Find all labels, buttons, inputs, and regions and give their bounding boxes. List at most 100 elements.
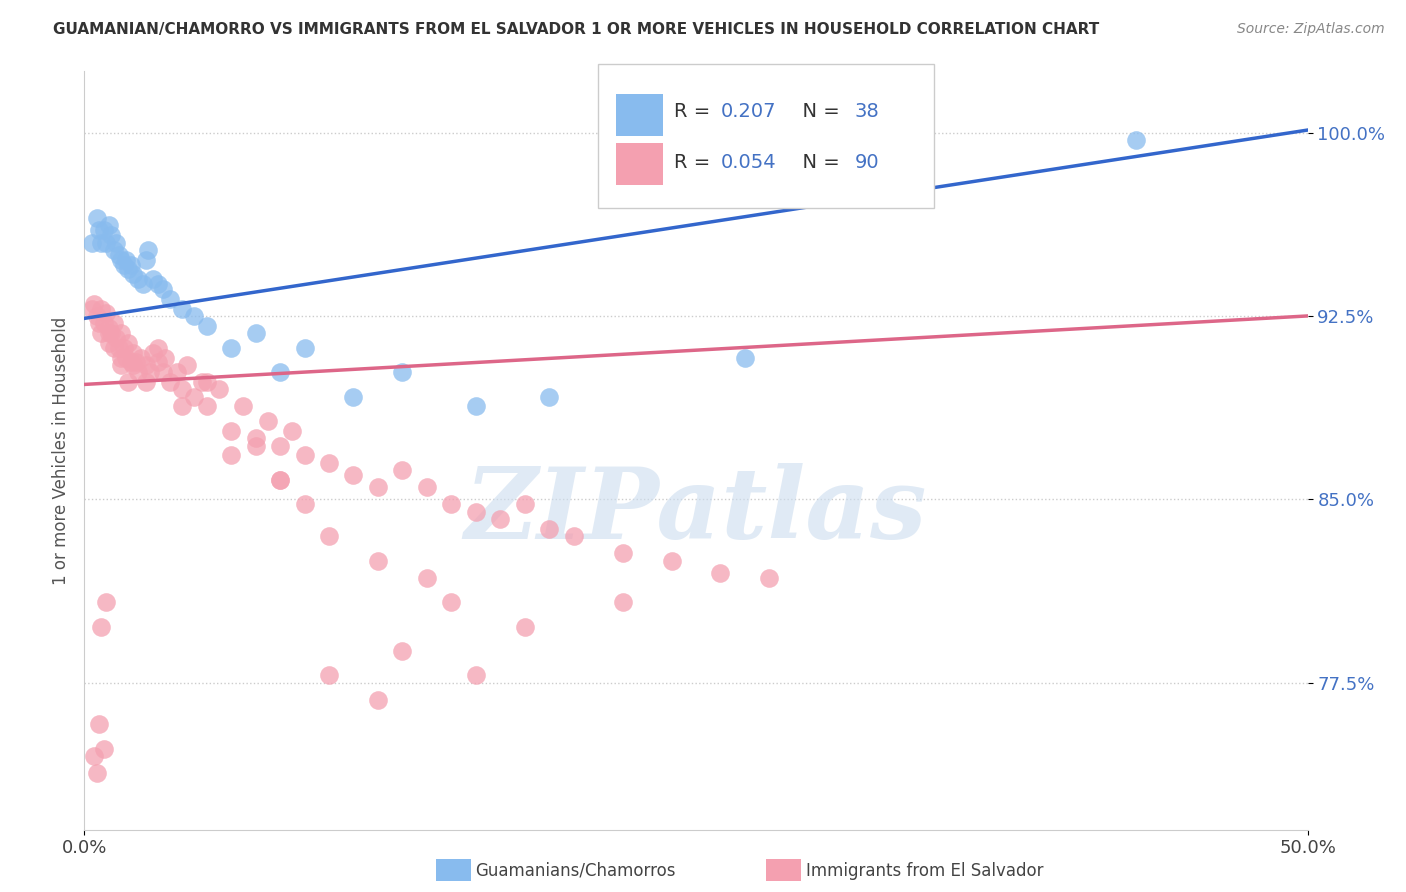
- Point: [166, 365, 188, 379]
- Point: [103, 243, 125, 257]
- Point: [146, 341, 169, 355]
- Text: N =: N =: [790, 102, 846, 121]
- Point: [367, 480, 389, 494]
- Point: [294, 497, 316, 511]
- Point: [97, 321, 120, 335]
- Point: [135, 252, 157, 267]
- Point: [100, 228, 122, 243]
- Point: [269, 439, 291, 453]
- Text: GUAMANIAN/CHAMORRO VS IMMIGRANTS FROM EL SALVADOR 1 OR MORE VEHICLES IN HOUSEHOL: GUAMANIAN/CHAMORRO VS IMMIGRANTS FROM EL…: [53, 22, 1099, 37]
- Point: [139, 365, 162, 379]
- Point: [86, 309, 108, 323]
- Point: [538, 522, 561, 536]
- Text: 90: 90: [855, 153, 880, 172]
- Point: [129, 351, 152, 365]
- Point: [83, 296, 105, 310]
- Point: [281, 424, 304, 438]
- Point: [612, 546, 634, 560]
- Y-axis label: 1 or more Vehicles in Household: 1 or more Vehicles in Household: [52, 317, 70, 584]
- Point: [257, 414, 280, 428]
- Point: [440, 595, 463, 609]
- Point: [103, 316, 125, 330]
- Point: [112, 341, 135, 355]
- Point: [146, 277, 169, 292]
- Point: [122, 268, 145, 282]
- Point: [232, 400, 254, 414]
- Point: [183, 309, 205, 323]
- Point: [195, 400, 218, 414]
- Point: [86, 211, 108, 226]
- Point: [391, 644, 413, 658]
- Point: [110, 351, 132, 365]
- Point: [367, 553, 389, 567]
- Point: [464, 400, 486, 414]
- Point: [127, 365, 149, 379]
- Point: [391, 463, 413, 477]
- Point: [80, 301, 103, 316]
- Point: [117, 375, 139, 389]
- Point: [661, 553, 683, 567]
- Point: [464, 505, 486, 519]
- Point: [120, 258, 142, 272]
- Point: [96, 306, 118, 320]
- Point: [562, 529, 585, 543]
- Point: [159, 292, 181, 306]
- Text: 0.207: 0.207: [720, 102, 776, 121]
- Point: [612, 595, 634, 609]
- Point: [132, 277, 155, 292]
- Point: [105, 331, 128, 345]
- Point: [416, 480, 439, 494]
- Point: [159, 375, 181, 389]
- Point: [87, 316, 110, 330]
- Point: [115, 351, 138, 365]
- Point: [416, 571, 439, 585]
- Text: 0.054: 0.054: [720, 153, 776, 172]
- Text: R =: R =: [673, 102, 717, 121]
- Point: [135, 358, 157, 372]
- Point: [136, 243, 159, 257]
- Point: [97, 326, 120, 340]
- Point: [107, 248, 129, 262]
- Point: [115, 252, 138, 267]
- Point: [342, 390, 364, 404]
- FancyBboxPatch shape: [598, 64, 935, 208]
- Point: [83, 749, 105, 764]
- Point: [318, 529, 340, 543]
- Point: [367, 693, 389, 707]
- Point: [219, 341, 242, 355]
- Point: [709, 566, 731, 580]
- Point: [219, 448, 242, 462]
- Point: [142, 345, 165, 359]
- Point: [105, 235, 128, 250]
- Point: [734, 351, 756, 365]
- Point: [513, 619, 536, 633]
- Point: [183, 390, 205, 404]
- Point: [96, 235, 118, 250]
- Point: [318, 456, 340, 470]
- Point: [269, 473, 291, 487]
- Point: [1125, 133, 1147, 147]
- Point: [100, 326, 122, 340]
- Point: [103, 341, 125, 355]
- Point: [87, 223, 110, 237]
- FancyBboxPatch shape: [616, 144, 664, 186]
- Point: [110, 358, 132, 372]
- Point: [513, 497, 536, 511]
- Point: [97, 335, 120, 350]
- Point: [90, 326, 112, 340]
- FancyBboxPatch shape: [616, 95, 664, 136]
- Text: R =: R =: [673, 153, 717, 172]
- Point: [93, 742, 115, 756]
- Point: [440, 497, 463, 511]
- Text: Source: ZipAtlas.com: Source: ZipAtlas.com: [1237, 22, 1385, 37]
- Point: [87, 717, 110, 731]
- Point: [127, 272, 149, 286]
- Point: [152, 365, 174, 379]
- Point: [93, 316, 115, 330]
- Point: [195, 375, 218, 389]
- Point: [80, 235, 103, 250]
- Point: [269, 365, 291, 379]
- Point: [86, 766, 108, 780]
- Point: [90, 301, 112, 316]
- Point: [538, 390, 561, 404]
